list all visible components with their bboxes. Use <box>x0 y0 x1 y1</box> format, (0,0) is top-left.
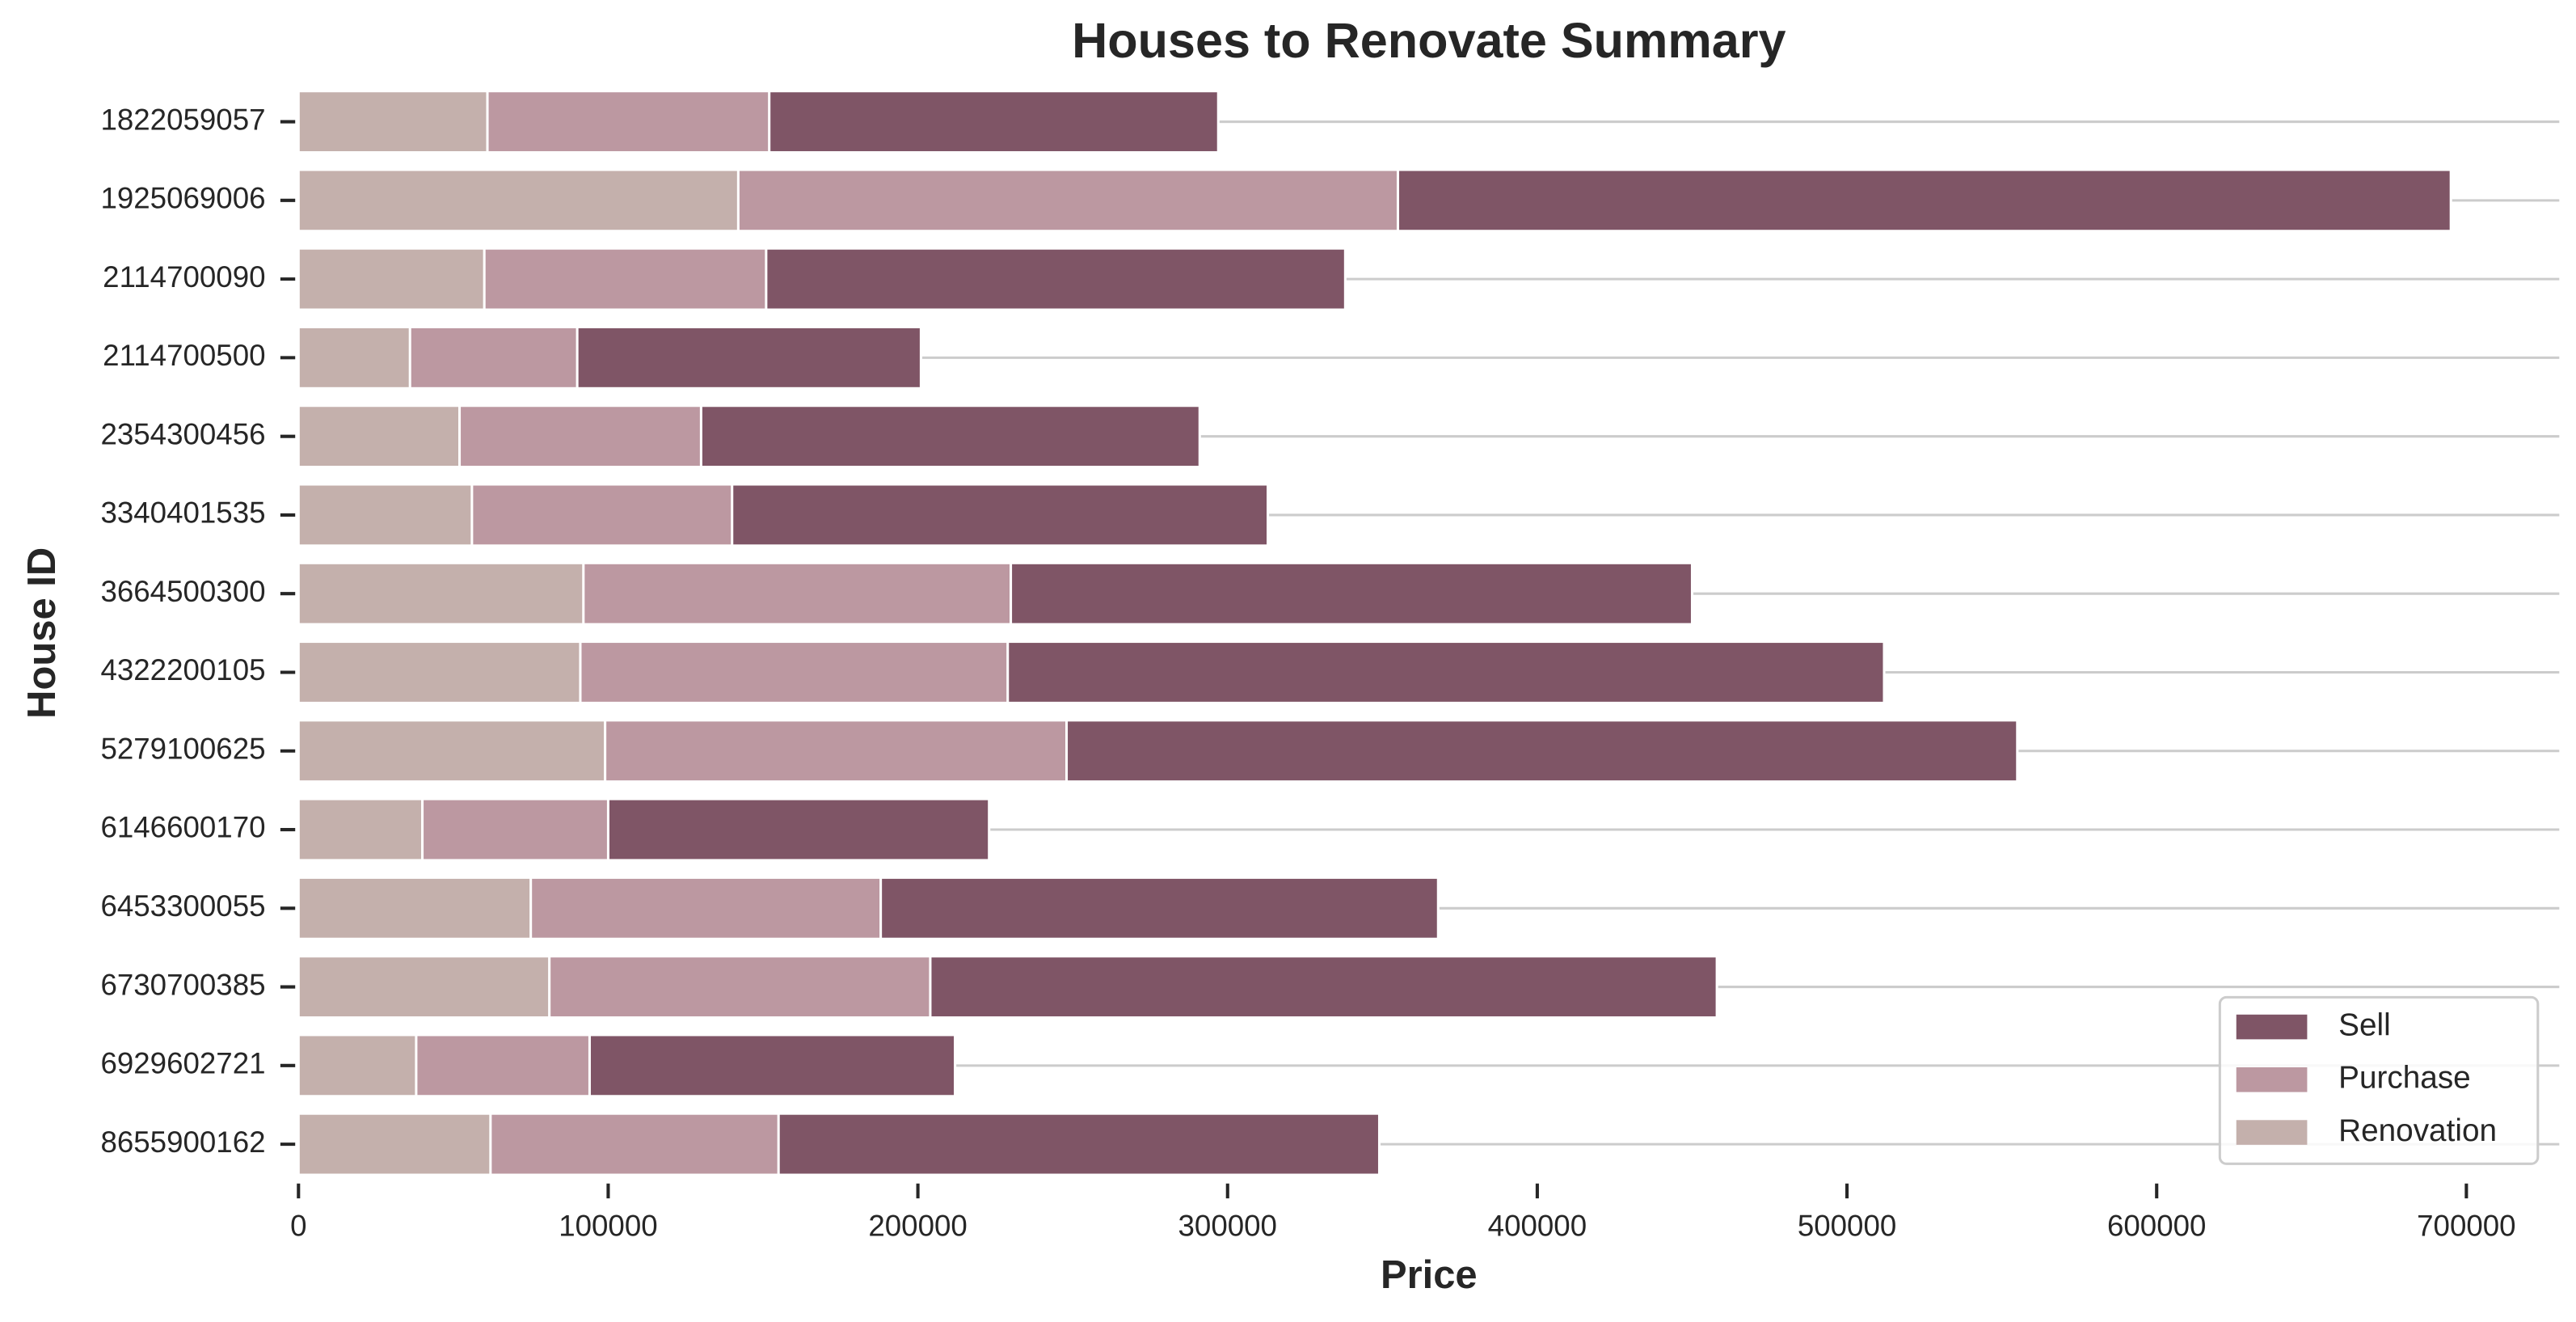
bar <box>297 168 740 233</box>
bar <box>297 640 582 704</box>
legend-label: Renovation <box>2338 1113 2497 1148</box>
y-tick-label: 6730700385 <box>100 968 265 1001</box>
y-tick-label: 2354300456 <box>100 417 265 450</box>
y-tick-label: 3664500300 <box>100 575 265 608</box>
x-tick-label: 500000 <box>1798 1209 1896 1242</box>
bar <box>297 404 462 469</box>
x-tick-label: 200000 <box>868 1209 967 1242</box>
bar <box>297 1112 492 1176</box>
y-tick-label: 6929602721 <box>100 1047 265 1080</box>
bar <box>297 247 486 311</box>
y-tick-label: 3340401535 <box>100 496 265 530</box>
x-axis-label: Price <box>1381 1253 1478 1297</box>
y-tick-label: 6146600170 <box>100 811 265 844</box>
y-tick-label: 1822059057 <box>100 103 265 136</box>
y-tick-label: 8655900162 <box>100 1126 265 1159</box>
x-tick-label: 400000 <box>1488 1209 1587 1242</box>
legend-swatch <box>2236 1067 2308 1092</box>
y-tick-label: 2114700500 <box>103 339 265 372</box>
x-tick-label: 600000 <box>2107 1209 2206 1242</box>
bar <box>297 483 474 547</box>
y-axis-label: House ID <box>20 547 64 719</box>
y-tick-label: 2114700090 <box>103 260 265 294</box>
bar <box>297 955 551 1020</box>
legend-swatch <box>2236 1120 2308 1145</box>
bar <box>297 876 533 940</box>
bar <box>297 719 607 783</box>
x-tick-label: 700000 <box>2417 1209 2515 1242</box>
chart-title: Houses to Renovate Summary <box>1072 13 1785 68</box>
y-tick-label: 4322200105 <box>100 653 265 686</box>
bar <box>297 797 424 862</box>
x-tick-label: 300000 <box>1178 1209 1277 1242</box>
x-tick-label: 0 <box>290 1209 306 1242</box>
y-tick-label: 5279100625 <box>100 732 265 765</box>
y-tick-label: 1925069006 <box>100 182 265 215</box>
legend-label: Sell <box>2338 1007 2391 1042</box>
legend-label: Purchase <box>2338 1061 2471 1096</box>
y-tick-label: 6453300055 <box>100 889 265 923</box>
legend-swatch <box>2236 1014 2308 1040</box>
bar <box>297 561 585 626</box>
x-tick-label: 100000 <box>559 1209 657 1242</box>
bar <box>297 1033 418 1098</box>
bar <box>297 325 411 390</box>
bar <box>297 90 489 154</box>
